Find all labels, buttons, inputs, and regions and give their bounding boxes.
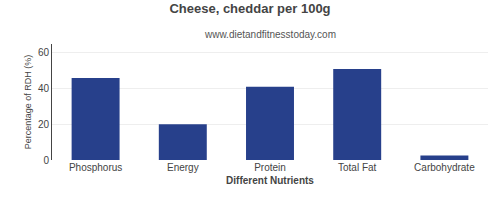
svg-text:Different Nutrients: Different Nutrients [226,175,314,186]
svg-text:Phosphorus: Phosphorus [69,162,122,173]
svg-text:20: 20 [38,119,50,130]
svg-text:0: 0 [43,155,49,166]
svg-text:Protein: Protein [254,162,286,173]
svg-text:Cheese, cheddar per 100g: Cheese, cheddar per 100g [169,1,330,16]
svg-text:Total Fat: Total Fat [338,162,377,173]
svg-text:Percentage of RDH (%): Percentage of RDH (%) [23,55,33,150]
svg-text:Carbohydrate: Carbohydrate [414,162,475,173]
svg-text:40: 40 [38,83,50,94]
svg-text:Energy: Energy [167,162,199,173]
svg-text:www.dietandfitnesstoday.com: www.dietandfitnesstoday.com [204,29,336,40]
svg-text:60: 60 [38,47,50,58]
